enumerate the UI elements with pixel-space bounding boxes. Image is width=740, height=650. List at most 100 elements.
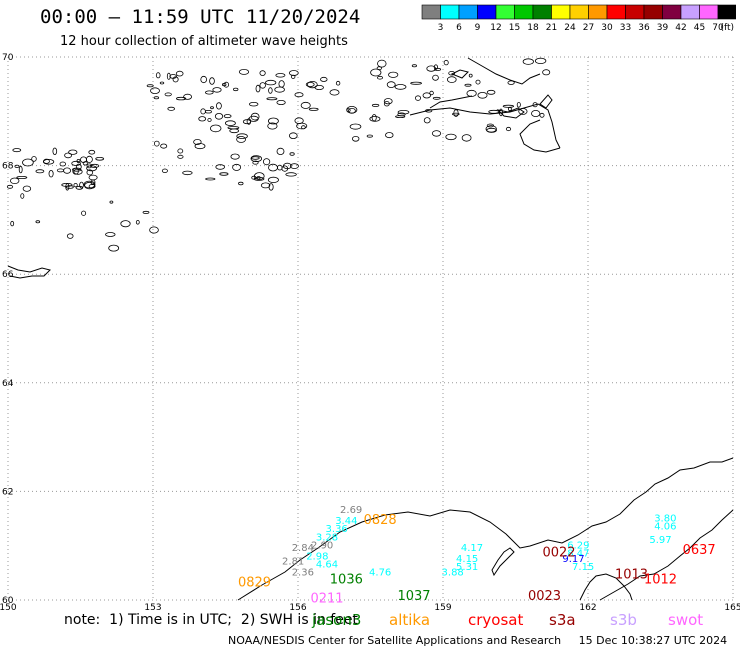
ice-fragment xyxy=(61,182,73,187)
swh-value-label: 4.06 xyxy=(654,521,676,532)
ice-fragment xyxy=(518,108,528,115)
ice-fragment xyxy=(224,120,236,126)
ice-fragment xyxy=(142,210,150,214)
ice-fragment xyxy=(219,172,229,176)
ice-fragment xyxy=(349,123,362,130)
ice-fragment xyxy=(289,163,299,169)
ice-fragment xyxy=(468,73,473,78)
coastline xyxy=(579,573,633,601)
ice-fragment xyxy=(522,58,534,65)
ice-fragment xyxy=(88,174,98,181)
ice-fragment xyxy=(461,134,472,142)
ice-fragment xyxy=(371,114,377,122)
swh-value-label: 4.17 xyxy=(461,543,483,554)
pass-time-label-jason3: 1036 xyxy=(330,573,363,588)
ice-fragment xyxy=(308,107,319,111)
ice-fragment xyxy=(193,138,202,145)
colorbar-tick-label: 9 xyxy=(475,23,481,33)
ice-fragment xyxy=(289,152,295,156)
ice-fragment xyxy=(35,169,45,174)
ice-fragment xyxy=(22,185,32,192)
ice-fragment xyxy=(276,147,285,155)
ice-fragment xyxy=(95,157,105,161)
y-tick-label: 70 xyxy=(2,53,14,63)
ice-fragment xyxy=(167,106,176,111)
ice-fragment xyxy=(369,116,381,122)
pass-time-label-s3a: 0023 xyxy=(528,589,561,604)
swh-value-label: 3.88 xyxy=(442,568,464,579)
ice-fragment xyxy=(75,163,82,170)
ice-fragment xyxy=(431,130,442,137)
swh-value-label: 9.17 xyxy=(562,554,584,565)
ice-fragment xyxy=(276,100,286,106)
ice-fragment xyxy=(266,97,278,101)
swh-value-label: 3.28 xyxy=(316,532,338,543)
ice-fragment xyxy=(294,92,304,98)
ice-fragment xyxy=(35,220,41,224)
coastline xyxy=(467,57,541,85)
ice-fragment xyxy=(232,87,239,92)
ice-fragment xyxy=(207,118,212,123)
ice-fragment xyxy=(18,165,23,174)
ice-fragment xyxy=(432,74,439,81)
y-tick-label: 66 xyxy=(2,270,14,280)
swh-value-label: 7.15 xyxy=(572,562,594,573)
swh-value-label: 5.31 xyxy=(456,562,478,573)
coastline xyxy=(539,94,553,109)
ice-fragment xyxy=(422,92,431,99)
ice-fragment xyxy=(71,160,81,166)
pass-time-label-altika: 0829 xyxy=(238,575,271,590)
ice-fragment xyxy=(429,90,434,96)
ice-fragment xyxy=(253,176,265,181)
colorbar-tick-label: 33 xyxy=(620,23,631,33)
ice-fragment xyxy=(161,168,168,173)
ice-fragment xyxy=(236,135,247,143)
colorbar-tick-label: 27 xyxy=(583,23,594,33)
ice-fragment xyxy=(183,93,193,100)
swh-value-label: 2.69 xyxy=(340,505,362,516)
ice-fragment xyxy=(275,73,286,78)
ice-fragment xyxy=(267,122,278,130)
ice-fragment xyxy=(448,70,456,76)
ice-fragment xyxy=(56,168,65,173)
colorbar-tick-label: 39 xyxy=(657,23,669,33)
ice-fragment xyxy=(265,79,277,86)
swh-value-label: 4.15 xyxy=(456,554,478,565)
legend-jason3: jason3 xyxy=(312,611,362,629)
ice-fragment xyxy=(204,109,212,114)
x-tick-label: 162 xyxy=(579,603,596,613)
ice-fragment xyxy=(329,89,340,96)
ice-fragment xyxy=(105,232,116,237)
ice-fragment xyxy=(434,67,442,71)
ice-fragment xyxy=(531,110,541,118)
ice-fragment xyxy=(146,84,154,88)
swh-value-label: 2.81 xyxy=(282,557,304,568)
ice-fragment xyxy=(259,82,266,89)
ice-fragment xyxy=(423,117,431,124)
ice-fragment xyxy=(388,71,399,78)
legend-altika: altika xyxy=(389,611,431,629)
ice-fragment xyxy=(486,89,496,95)
swh-value-label: 2.84 xyxy=(292,543,314,554)
ice-fragment xyxy=(194,143,206,150)
ice-fragment xyxy=(155,72,161,79)
ice-fragment xyxy=(252,160,259,165)
ice-fragment xyxy=(73,183,78,188)
ice-fragment xyxy=(52,147,58,155)
ice-fragment xyxy=(209,77,215,85)
ice-fragment xyxy=(214,113,224,120)
ice-fragment xyxy=(20,193,25,199)
ice-fragment xyxy=(260,182,271,189)
ice-fragment xyxy=(426,65,437,72)
ice-fragment xyxy=(108,244,120,252)
ice-fragment xyxy=(370,68,382,77)
coastline xyxy=(519,119,561,153)
ice-fragment xyxy=(229,128,240,134)
ice-fragment xyxy=(238,181,244,186)
ice-fragment xyxy=(296,122,308,130)
ice-fragment xyxy=(63,167,71,174)
ice-fragment xyxy=(248,101,259,107)
swh-value-label: 4.76 xyxy=(369,568,391,579)
ice-fragment xyxy=(498,108,503,117)
ice-fragment xyxy=(451,112,460,116)
